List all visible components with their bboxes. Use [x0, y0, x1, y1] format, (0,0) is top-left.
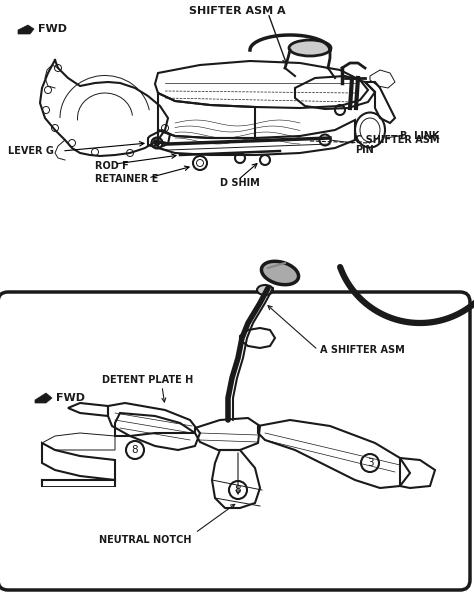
Circle shape: [155, 141, 159, 145]
Circle shape: [361, 454, 379, 472]
Polygon shape: [35, 393, 52, 403]
Text: LEVER G: LEVER G: [8, 146, 54, 156]
Text: SHIFTER ASM A: SHIFTER ASM A: [189, 6, 285, 16]
Circle shape: [126, 441, 144, 459]
Text: A SHIFTER ASM: A SHIFTER ASM: [320, 345, 405, 355]
Text: FWD: FWD: [56, 393, 85, 403]
Polygon shape: [18, 25, 34, 34]
Text: D SHIM: D SHIM: [220, 178, 260, 188]
Circle shape: [229, 481, 247, 499]
Text: RETAINER E: RETAINER E: [95, 174, 158, 184]
FancyBboxPatch shape: [0, 292, 470, 590]
Text: C SHIFTER ASM: C SHIFTER ASM: [355, 135, 439, 145]
Text: NEUTRAL NOTCH: NEUTRAL NOTCH: [99, 535, 191, 545]
Text: FWD: FWD: [38, 24, 67, 34]
Ellipse shape: [262, 261, 299, 285]
Text: 8: 8: [132, 445, 138, 455]
Text: ROD F: ROD F: [95, 161, 129, 171]
Text: PIN: PIN: [355, 145, 374, 155]
Ellipse shape: [257, 285, 273, 295]
Ellipse shape: [289, 40, 331, 56]
Text: B  LINK: B LINK: [400, 131, 439, 141]
Text: 3: 3: [367, 458, 374, 468]
Text: DETENT PLATE H: DETENT PLATE H: [102, 375, 193, 385]
Text: 8: 8: [235, 485, 241, 495]
